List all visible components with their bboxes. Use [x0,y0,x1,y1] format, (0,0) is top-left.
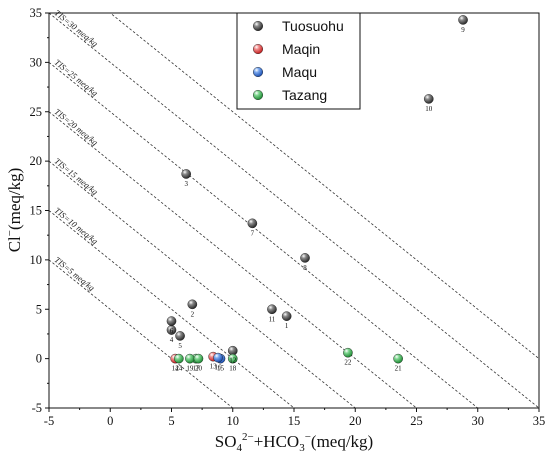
data-point-label: 22 [344,359,352,367]
legend-label: Tuosuohu [282,18,344,34]
x-tick-label: 30 [472,414,485,428]
tds-line [109,13,539,360]
y-axis-title: Cl−(meq/kg) [4,168,24,253]
legend: Tuosuohu Maqin Maqu Tazang [236,12,361,110]
x-title-sub: 4 [236,442,242,454]
data-point [166,316,177,326]
data-point [281,311,292,321]
y-tick-label: 35 [30,6,43,20]
data-point-label: 11 [269,315,276,323]
data-point-label: 2 [191,310,195,318]
tds-line-label: TIS=15 meq/kg [53,156,100,197]
tds-line-label: TIS=20 meq/kg [53,106,100,147]
data-point-label: 20 [195,365,203,373]
x-tick-label: -5 [44,414,54,428]
data-point [267,304,277,315]
data-point-label: 15 [217,365,225,373]
data-point [175,331,185,341]
tds-line [49,13,539,408]
data-point [227,353,238,364]
tds-line [49,259,234,408]
x-axis: -5 0 5 10 15 20 25 30 35 [44,408,545,428]
data-point [193,353,204,364]
y-tick-label: 15 [30,204,43,218]
data-point-label: 21 [395,365,403,373]
y-tick-label: 5 [36,302,42,316]
x-title-part: (meq/kg) [311,432,373,451]
tds-reference-labels: TIS=5 meq/kg TIS=10 meq/kg TIS=15 meq/kg TI… [53,8,100,293]
x-tick-label: 0 [107,414,113,428]
legend-marker [252,66,263,77]
data-point-label: 10 [425,105,433,113]
tds-line [49,210,295,408]
data-point [458,15,468,25]
data-point [213,352,223,363]
tds-line [49,62,479,408]
data-point [300,253,310,263]
y-title-sup: − [4,230,16,236]
data-point [185,353,195,364]
data-point-label: 14 [172,365,180,373]
x-title-sub: 3 [299,442,305,454]
x-tick-label: 15 [288,414,301,428]
data-point-label: 4 [170,336,174,344]
tds-line-label: TIS=5 meq/kg [53,255,97,293]
y-tick-label: 25 [30,105,43,119]
tds-line [49,111,417,408]
y-tick-label: 20 [30,154,43,168]
data-point-label: 9 [461,26,465,34]
tds-line-label: TIS=25 meq/kg [53,57,100,98]
data-point-label: 5 [178,342,182,350]
legend-marker [252,44,263,55]
data-point-label: 18 [229,365,237,373]
tds-line-label: TIS=10 meq/kg [53,205,100,246]
y-tick-label: 0 [36,352,42,366]
data-point [187,299,198,310]
data-point [247,218,258,229]
data-point [174,353,184,364]
y-axis: -5 0 5 10 15 20 25 30 35 [30,6,49,415]
legend-marker [252,89,263,100]
x-tick-label: 10 [227,414,240,428]
data-point-label: 7 [251,229,255,237]
x-title-sup: − [305,431,311,443]
y-tick-label: 30 [30,55,43,69]
y-tick-label: -5 [32,401,42,415]
legend-label: Maqu [282,64,317,80]
legend-marker [252,21,263,32]
x-tick-label: 25 [410,414,423,428]
x-title-sup: 2− [242,431,254,443]
data-point-label: 24 [175,365,183,373]
data-point-label: 1 [285,322,289,330]
legend-label: Tazang [282,87,327,103]
y-title-part: (meq/kg) [5,168,24,230]
data-point [181,169,191,179]
data-point [423,94,434,104]
x-tick-label: 20 [349,414,362,428]
legend-label: Maqin [282,41,320,57]
data-point-label: 17 [193,365,201,373]
data-point-label: 3 [184,180,188,188]
data-point-label: 19 [186,365,194,373]
x-axis-title: SO42−+HCO3−(meq/kg) [215,431,373,454]
x-tick-label: 35 [533,414,546,428]
data-point [393,353,403,364]
data-point-label: 8 [303,264,307,272]
data-points [166,15,468,364]
data-point [343,347,353,358]
tds-reference-lines [49,13,539,408]
x-title-part: SO [215,432,237,451]
x-title-part: +HCO [254,432,299,451]
tds-line-label: TIS=30 meq/kg [53,8,100,49]
x-tick-label: 5 [168,414,174,428]
data-point-label: 16 [215,364,223,372]
y-title-part: Cl [5,236,24,252]
data-point-label: 6 [170,327,174,335]
data-point-label: 12 [229,357,237,365]
y-tick-label: 10 [30,253,43,267]
data-point-label: 13 [210,363,218,371]
